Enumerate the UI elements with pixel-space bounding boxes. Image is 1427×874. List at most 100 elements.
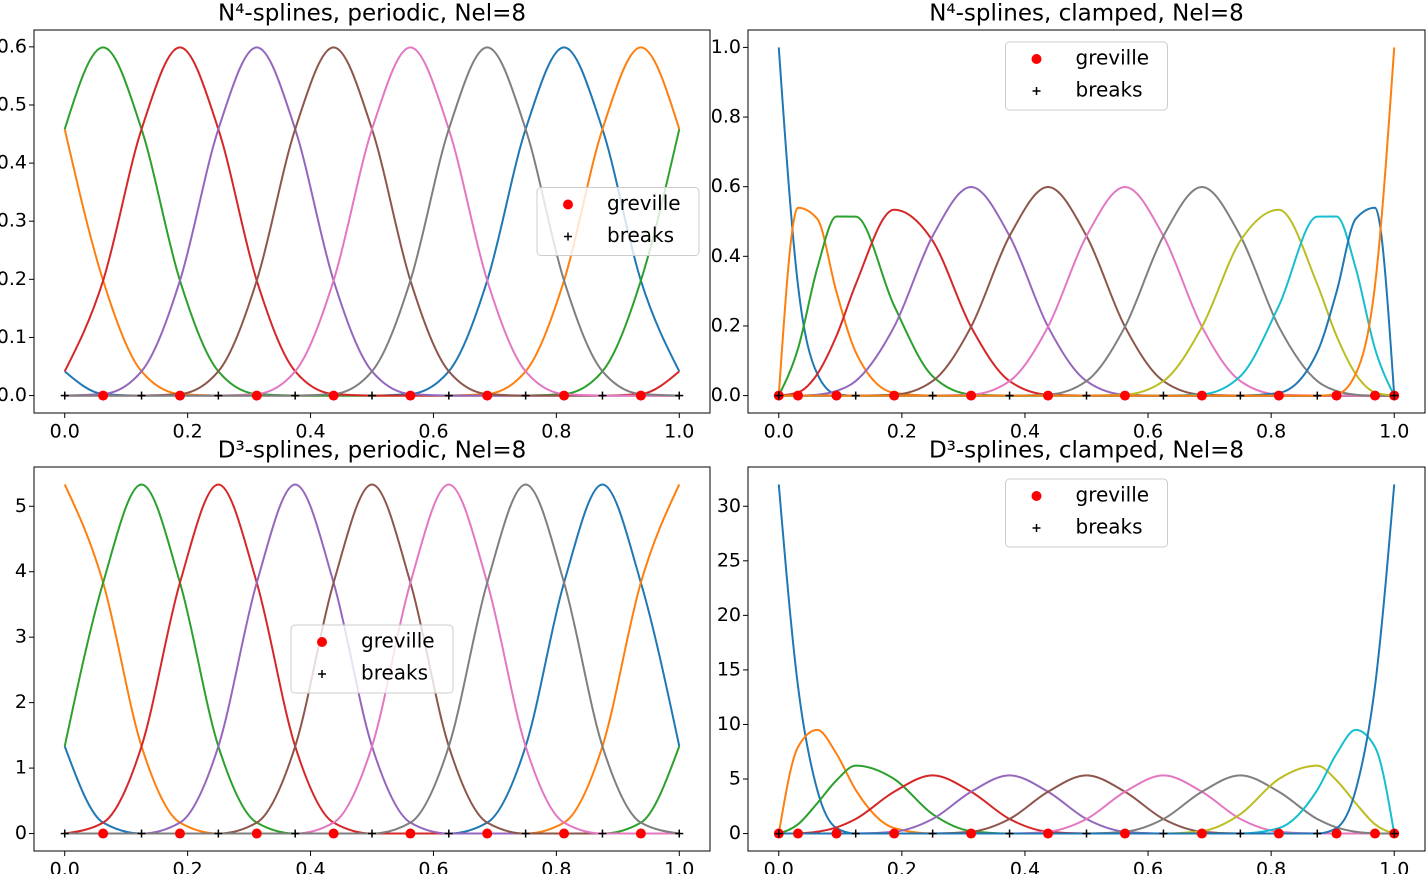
break-marker [1082,829,1091,838]
greville-marker [1043,828,1054,839]
legend: greville breaks [290,624,454,694]
x-tick-label: 1.0 [664,421,694,443]
y-tick-label: 15 [717,658,741,680]
legend-label: breaks [1076,78,1143,102]
axes-frame [747,29,1426,414]
y-tick-label: 20 [717,604,741,626]
greville-marker [98,828,109,839]
greville-marker [405,390,416,401]
greville-marker [1119,390,1130,401]
greville-marker [559,828,570,839]
greville-marker [1331,390,1342,401]
x-tick-label: 0.6 [1133,859,1163,874]
break-marker [774,391,783,400]
y-tick-label: 10 [717,713,741,735]
y-tick-label: 30 [717,495,741,517]
axes-frame [33,466,711,852]
legend-label: breaks [361,661,428,685]
greville-marker [98,390,109,401]
markers [60,390,684,401]
spline-curve [778,484,1396,835]
y-tick-label: 3 [15,626,27,648]
greville-marker [1273,390,1284,401]
x-tick-label: 0.2 [887,421,917,443]
greville-marker [328,828,339,839]
x-tick-label: 0.4 [1010,421,1040,443]
greville-marker [1196,390,1207,401]
greville-marker [889,828,900,839]
greville-marker [405,828,416,839]
y-tick-label: 0.0 [0,384,27,406]
legend-label: greville [1076,483,1150,507]
x-tick-label: 0.4 [295,421,325,443]
greville-marker [559,390,570,401]
break-marker [928,829,937,838]
greville-marker [831,828,842,839]
break-marker [1032,87,1041,95]
x-tick-label: 1.0 [1379,421,1409,443]
break-marker [1236,391,1245,400]
legend-box [536,187,700,256]
greville-marker [889,390,900,401]
greville-marker [174,828,185,839]
legend: greville breaks [536,187,700,256]
greville-marker [251,390,262,401]
legend: greville breaks [1005,478,1168,548]
break-marker [60,829,69,838]
x-tick-label: 0.8 [541,421,571,443]
break-marker [774,829,783,838]
legend-label: breaks [1076,515,1143,539]
axes-frame [747,466,1426,852]
x-tick-label: 0.2 [173,421,203,443]
greville-marker [1273,828,1284,839]
break-marker [1313,391,1322,400]
break-marker [368,829,376,838]
y-tick-label: 5 [729,768,741,790]
x-tick-label: 0.4 [295,859,325,874]
greville-marker [1043,390,1054,401]
x-tick-label: 1.0 [664,859,694,874]
greville-marker [174,390,185,401]
legend: greville breaks [1005,41,1168,111]
greville-marker [1119,828,1130,839]
break-marker [214,391,223,400]
greville-marker [1196,828,1207,839]
y-tick-label: 0 [15,822,27,844]
break-marker [675,829,684,838]
y-tick-label: 0.2 [0,268,27,290]
chart-title: N⁴-splines, clamped, Nel=8 [929,1,1244,27]
markers [773,828,1400,839]
break-marker [1390,829,1399,838]
y-tick-label: 0.0 [711,384,741,406]
chart-title: N⁴-splines, periodic, Nel=8 [218,1,526,27]
chart-title: D³-splines, clamped, Nel=8 [929,438,1244,464]
y-tick-label: 0.2 [711,314,741,336]
break-marker [137,391,146,400]
x-tick-label: 0.0 [50,859,80,874]
greville-marker [831,390,842,401]
y-tick-label: 0.5 [0,93,27,115]
markers [60,828,684,839]
break-marker [444,829,453,838]
x-tick-label: 0.8 [1256,421,1286,443]
legend-box [1005,41,1168,111]
x-tick-label: 0.0 [764,421,794,443]
break-marker [675,391,684,400]
greville-marker [635,828,646,839]
greville-marker [635,390,646,401]
break-marker [851,829,860,838]
greville-marker [1331,828,1342,839]
spline-curve [778,47,1396,397]
break-marker [318,670,326,678]
x-tick-label: 0.2 [887,859,917,874]
greville-marker [966,828,977,839]
markers [773,390,1400,401]
y-tick-label: 25 [717,549,741,571]
subplot: 0.0 0.2 0.4 0.6 0.8 1.0 0 5 10 15 20 25 30 D³-splines… [717,438,1426,874]
legend-box [290,624,454,694]
y-tick-label: 0.1 [0,326,27,348]
break-marker [521,391,530,400]
y-tick-label: 0.4 [711,245,741,267]
